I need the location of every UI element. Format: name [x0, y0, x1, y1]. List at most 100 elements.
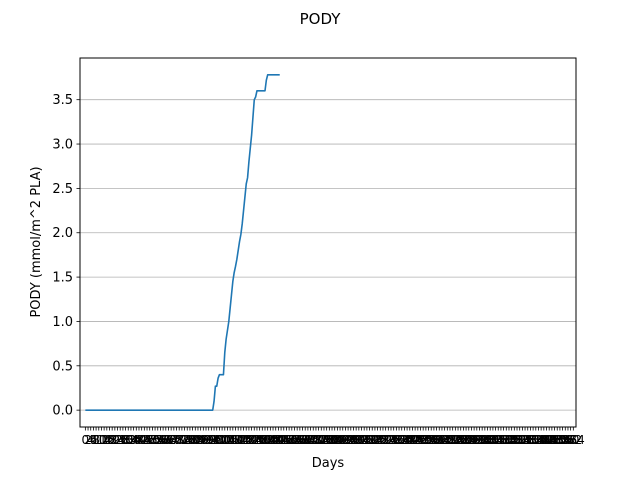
x-tick-label: 196: [337, 433, 360, 447]
x-tick-label: 296: [471, 433, 494, 447]
x-tick-label: 344: [535, 433, 558, 447]
x-tick-label: 0: [82, 433, 90, 447]
x-tick-label: 246: [404, 433, 427, 447]
x-tick-label: 128: [245, 433, 268, 447]
x-tick-label: 142: [264, 433, 287, 447]
x-tick-label: 192: [331, 433, 354, 447]
x-tick-label: 172: [304, 433, 327, 447]
x-tick-label: 84: [190, 433, 205, 447]
x-tick-label: 212: [358, 433, 381, 447]
x-tick-label: 254: [414, 433, 437, 447]
x-tick-label: 72: [174, 433, 189, 447]
x-tick-label: 34: [123, 433, 138, 447]
x-tick-label: 242: [398, 433, 421, 447]
x-tick-label: 44: [137, 433, 152, 447]
x-tick-label: 266: [430, 433, 453, 447]
x-tick-label: 236: [390, 433, 413, 447]
x-tick-label: 218: [366, 433, 389, 447]
x-tick-label: 342: [532, 433, 555, 447]
x-tick-label: 152: [278, 433, 301, 447]
x-tick-label: 148: [272, 433, 295, 447]
x-tick-label: 324: [508, 433, 531, 447]
x-tick-label: 328: [514, 433, 537, 447]
x-tick-label: 54: [150, 433, 165, 447]
x-tick-label: 58: [155, 433, 170, 447]
x-tick-label: 80: [185, 433, 200, 447]
x-tick-label: 46: [139, 433, 154, 447]
x-tick-label: 284: [455, 433, 478, 447]
x-tick-label: 114: [227, 433, 250, 447]
x-tick-label: 188: [326, 433, 349, 447]
x-tick-label: 356: [551, 433, 574, 447]
x-tick-label: 162: [291, 433, 314, 447]
x-tick-label: 130: [248, 433, 271, 447]
x-tick-label: 292: [465, 433, 488, 447]
plot-area-frame: [79, 57, 577, 428]
x-tick-label: 244: [401, 433, 424, 447]
x-tick-label: 20: [105, 433, 120, 447]
x-tick-label: 348: [540, 433, 563, 447]
x-tick-label: 362: [559, 433, 582, 447]
x-tick-label: 258: [420, 433, 443, 447]
x-tick-label: 232: [385, 433, 408, 447]
x-tick-label: 252: [412, 433, 435, 447]
x-tick-label: 346: [538, 433, 561, 447]
x-axis-label: Days: [312, 456, 345, 471]
x-tick-label: 110: [221, 433, 244, 447]
x-tick-label: 250: [409, 433, 432, 447]
x-tick-label: 334: [522, 433, 545, 447]
x-tick-label: 186: [323, 433, 346, 447]
x-tick-label: 12: [94, 433, 109, 447]
x-tick-label: 184: [321, 433, 344, 447]
x-tick-label: 240: [396, 433, 419, 447]
x-tick-label: 50: [145, 433, 160, 447]
x-tick-label: 194: [334, 433, 357, 447]
x-tick-label: 4: [87, 433, 95, 447]
x-tick-label: 52: [147, 433, 162, 447]
x-tick-label: 66: [166, 433, 181, 447]
x-tick-label: 182: [318, 433, 341, 447]
x-tick-label: 222: [372, 433, 395, 447]
x-tick-label: 294: [468, 433, 491, 447]
x-tick-label: 326: [511, 433, 534, 447]
y-tick-label: 2.5: [52, 182, 73, 197]
x-tick-label: 220: [369, 433, 392, 447]
x-tick-label: 30: [118, 433, 133, 447]
x-tick-label: 336: [524, 433, 547, 447]
x-tick-label: 108: [219, 433, 242, 447]
x-tick-label: 40: [131, 433, 146, 447]
x-tick-label: 350: [543, 433, 566, 447]
y-tick-label: 2.0: [52, 226, 73, 241]
x-tick-label: 332: [519, 433, 542, 447]
x-tick-label: 136: [256, 433, 279, 447]
x-tick-label: 288: [460, 433, 483, 447]
x-tick-label: 238: [393, 433, 416, 447]
x-tick-label: 290: [463, 433, 486, 447]
x-tick-label: 170: [302, 433, 325, 447]
x-tick-label: 146: [270, 433, 293, 447]
x-tick-label: 166: [296, 433, 319, 447]
x-tick-label: 306: [484, 433, 507, 447]
x-tick-label: 230: [382, 433, 405, 447]
x-tick-label: 216: [363, 433, 386, 447]
x-tick-label: 2: [84, 433, 92, 447]
x-tick-label: 176: [310, 433, 333, 447]
x-tick-label: 354: [548, 433, 571, 447]
x-tick-label: 86: [193, 433, 208, 447]
x-tick-label: 6: [90, 433, 98, 447]
x-tick-label: 82: [188, 433, 203, 447]
x-tick-label: 330: [516, 433, 539, 447]
x-tick-label: 132: [251, 433, 274, 447]
x-tick-label: 234: [388, 433, 411, 447]
x-tick-label: 94: [204, 433, 219, 447]
x-tick-label: 124: [240, 433, 263, 447]
x-tick-label: 320: [503, 433, 526, 447]
x-tick-label: 298: [473, 433, 496, 447]
x-tick-label: 78: [182, 433, 197, 447]
x-tick-label: 18: [102, 433, 117, 447]
x-tick-label: 214: [361, 433, 384, 447]
x-tick-label: 158: [286, 433, 309, 447]
x-tick-label: 102: [211, 433, 234, 447]
